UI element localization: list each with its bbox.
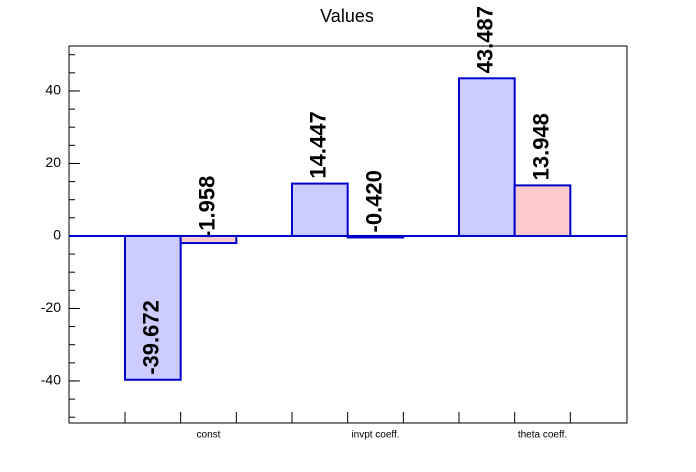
value-label: -0.420 [361,170,386,232]
value-label: 13.948 [528,113,553,180]
y-tick-label: -40 [41,372,61,388]
value-label: -39.672 [139,300,164,375]
x-tick-label: theta coeff. [518,430,567,441]
value-label: 43.487 [473,6,498,73]
chart-title: Values [320,6,374,26]
bar [124,234,182,381]
bar [513,184,572,237]
y-tick-label: -20 [41,299,61,315]
x-tick-label: invpt coeff. [351,430,399,441]
y-tick-label: 0 [53,227,61,243]
y-tick-label: 20 [45,154,61,170]
x-tick-label: const [197,430,221,441]
value-label: -1.958 [194,176,219,238]
bar [291,182,349,237]
value-label: 14.447 [306,111,331,178]
bar [458,77,516,237]
y-tick-label: 40 [45,82,61,98]
